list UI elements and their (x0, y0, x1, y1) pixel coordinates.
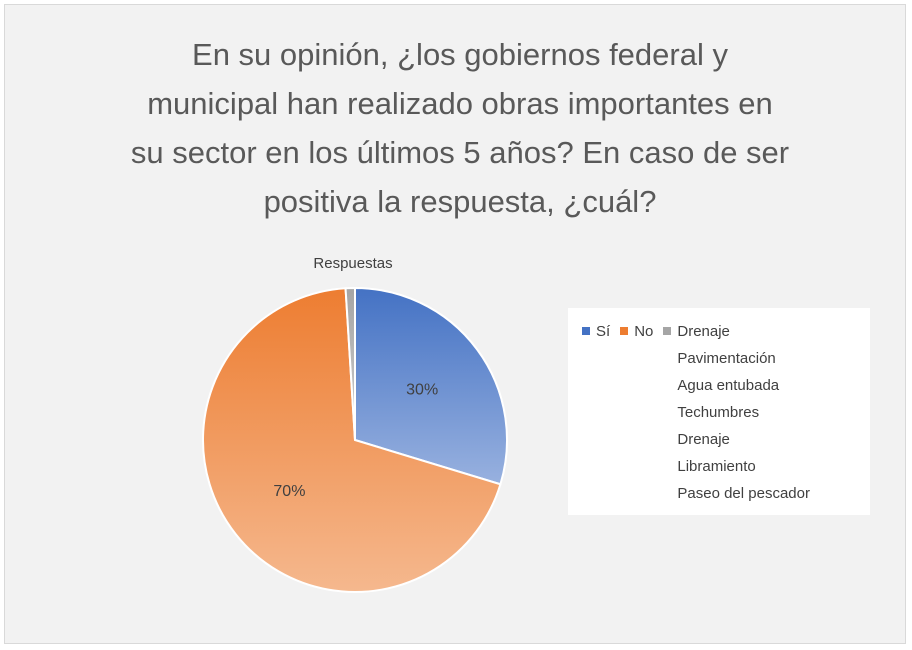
legend: Sí No Drenaje Pavimentación Agua entubada … (568, 308, 870, 515)
legend-swatch (663, 327, 672, 335)
data-label: 70% (273, 483, 305, 500)
legend-label: Sí (596, 323, 611, 340)
legend-item: Sí (582, 318, 610, 515)
chart-subtitle: Respuestas (313, 255, 393, 272)
legend-label: No (634, 323, 654, 340)
data-label: 30% (406, 381, 438, 398)
legend-label: Drenaje Pavimentación Agua entubada Tech… (677, 323, 810, 502)
pie-slice (202, 287, 502, 593)
pie-slice (344, 286, 356, 441)
pie-slice (354, 286, 508, 486)
legend-swatch (620, 327, 629, 335)
legend-swatch (582, 327, 590, 335)
chart-title: En su opinión, ¿los gobiernos federal y … (130, 37, 790, 219)
legend-item: Drenaje Pavimentación Agua entubada Tech… (663, 318, 810, 515)
legend-item: No (620, 318, 653, 515)
